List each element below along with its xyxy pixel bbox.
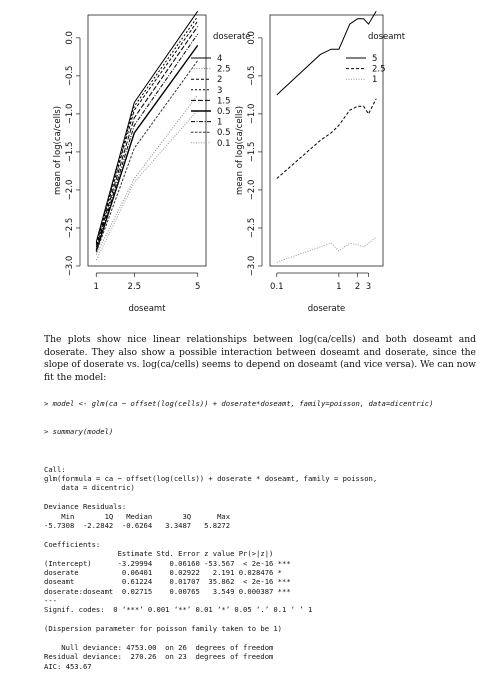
y-tick-label: −0.5 [65, 66, 75, 87]
interaction-plots: −3.0 −2.5 −2.0 −1.5 −1.0 −0.5 0.0 mean of log(c… [53, 10, 406, 314]
output-line: doseamt 0.61224 0.01707 35.862 < 2e-16 *… [44, 577, 291, 587]
x-tick-label: 0.1 [270, 282, 284, 292]
series-line [95, 94, 199, 255]
explanation-paragraph: The plots show nice linear relationships… [44, 334, 476, 384]
legend-label: 3 [217, 86, 222, 96]
y-tick-label: −3.0 [247, 256, 257, 277]
legend-label: 4 [217, 54, 222, 64]
series-line [95, 44, 199, 252]
plot-doseamt: −3.0 −2.5 −2.0 −1.5 −1.0 −0.5 0.0 mean of log(c… [53, 10, 251, 314]
legend-label: 1.5 [217, 96, 231, 106]
plot-frame [87, 14, 207, 267]
legend-label: 2 [217, 75, 222, 85]
output-line [44, 634, 484, 643]
y-tick-label: −2.0 [65, 180, 75, 201]
y-tick-label: −2.0 [247, 180, 257, 201]
legend-label: 0.1 [217, 139, 231, 149]
y-axis-label: mean of log(ca/cells) [235, 106, 245, 195]
output-line: Deviance Residuals: [44, 502, 127, 512]
output-line: data = dicentric) [44, 483, 135, 493]
output-line: doserate:doseamt 0.02715 0.00765 3.549 0… [44, 586, 291, 596]
legend-label: 5 [372, 54, 377, 64]
output-line: -5.7308 -2.2842 -0.6264 3.3487 5.8272 [44, 520, 231, 530]
output-line [44, 615, 484, 624]
output-line: (Intercept) -3.29994 0.06160 -53.567 < 2… [44, 558, 291, 568]
x-tick-label: 5 [195, 282, 200, 292]
output-line [44, 455, 484, 464]
series-line [276, 236, 377, 263]
legend-title: doseamt [368, 32, 406, 42]
y-axis-label: mean of log(ca/cells) [53, 106, 63, 195]
summary-output: Call: glm(formula = ca ~ offset(log(cells… [44, 455, 484, 671]
r-code-output: > model <- glm(ca ~ offset(log(cells)) +… [44, 380, 484, 681]
series-line [95, 60, 199, 253]
y-tick-label: 0.0 [247, 31, 257, 45]
y-tick-label: −1.5 [65, 142, 75, 163]
output-line: AIC: 453.67 [44, 661, 92, 671]
output-line: doserate 0.06401 0.02922 2.191 0.028476 … [44, 567, 282, 577]
x-tick-label: 1 [336, 282, 341, 292]
y-tick-label: −1.5 [247, 142, 257, 163]
x-axis-label: doserate [308, 304, 346, 314]
series-line [95, 33, 199, 250]
legend-label: 2.5 [217, 65, 231, 75]
series-line [276, 98, 377, 179]
y-tick-label: −0.5 [247, 66, 257, 87]
plot-doserate: −3.0 −2.5 −2.0 −1.5 −1.0 −0.5 0.0 mean of log(c… [235, 10, 406, 314]
y-tick-label: −2.5 [247, 218, 257, 239]
y-tick-label: 0.0 [65, 31, 75, 45]
x-tick-label: 3 [366, 282, 371, 292]
y-tick-label: −1.0 [247, 104, 257, 125]
legend-label: 0.5 [217, 128, 231, 138]
y-tick-label: −3.0 [65, 256, 75, 277]
series-line [95, 109, 199, 261]
legend-title: doserate [213, 32, 251, 42]
x-tick-label: 2.5 [128, 282, 142, 292]
output-line: --- [44, 596, 57, 606]
output-line: Residual deviance: 270.26 on 23 degrees … [44, 652, 274, 662]
output-line: (Dispersion parameter for poisson family… [44, 624, 282, 634]
series-line [276, 10, 377, 96]
output-line: Signif. codes: 0 ‘***’ 0.001 ‘**’ 0.01 ‘… [44, 605, 313, 615]
output-line: Estimate Std. Error z value Pr(>|z|) [44, 549, 274, 559]
output-line: glm(formula = ca ~ offset(log(cells)) + … [44, 474, 378, 483]
series-line [95, 10, 199, 242]
output-line: Min 1Q Median 3Q Max [44, 511, 231, 521]
legend-label: 2.5 [372, 65, 386, 75]
x-tick-label: 1 [94, 282, 99, 292]
legend-label: 1 [217, 118, 222, 128]
output-line: Coefficients: [44, 539, 101, 549]
paragraph-text: The plots show nice linear relationships… [44, 334, 476, 383]
output-line [44, 530, 484, 539]
output-line: Null deviance: 4753.00 on 26 degrees of … [44, 643, 274, 653]
legend-label: 1 [372, 75, 377, 85]
code-line: > model <- glm(ca ~ offset(log(cells)) +… [44, 398, 434, 408]
legend-label: 0.5 [217, 107, 231, 117]
plot-frame [269, 14, 384, 267]
output-line [44, 493, 484, 502]
y-tick-label: −1.0 [65, 104, 75, 125]
series-line [95, 20, 199, 245]
output-line: Call: [44, 464, 66, 474]
series-line [95, 26, 199, 248]
y-tick-label: −2.5 [65, 218, 75, 239]
x-tick-label: 2 [355, 282, 360, 292]
code-line: > summary(model) [44, 427, 114, 437]
x-axis-label: doseamt [128, 304, 166, 314]
